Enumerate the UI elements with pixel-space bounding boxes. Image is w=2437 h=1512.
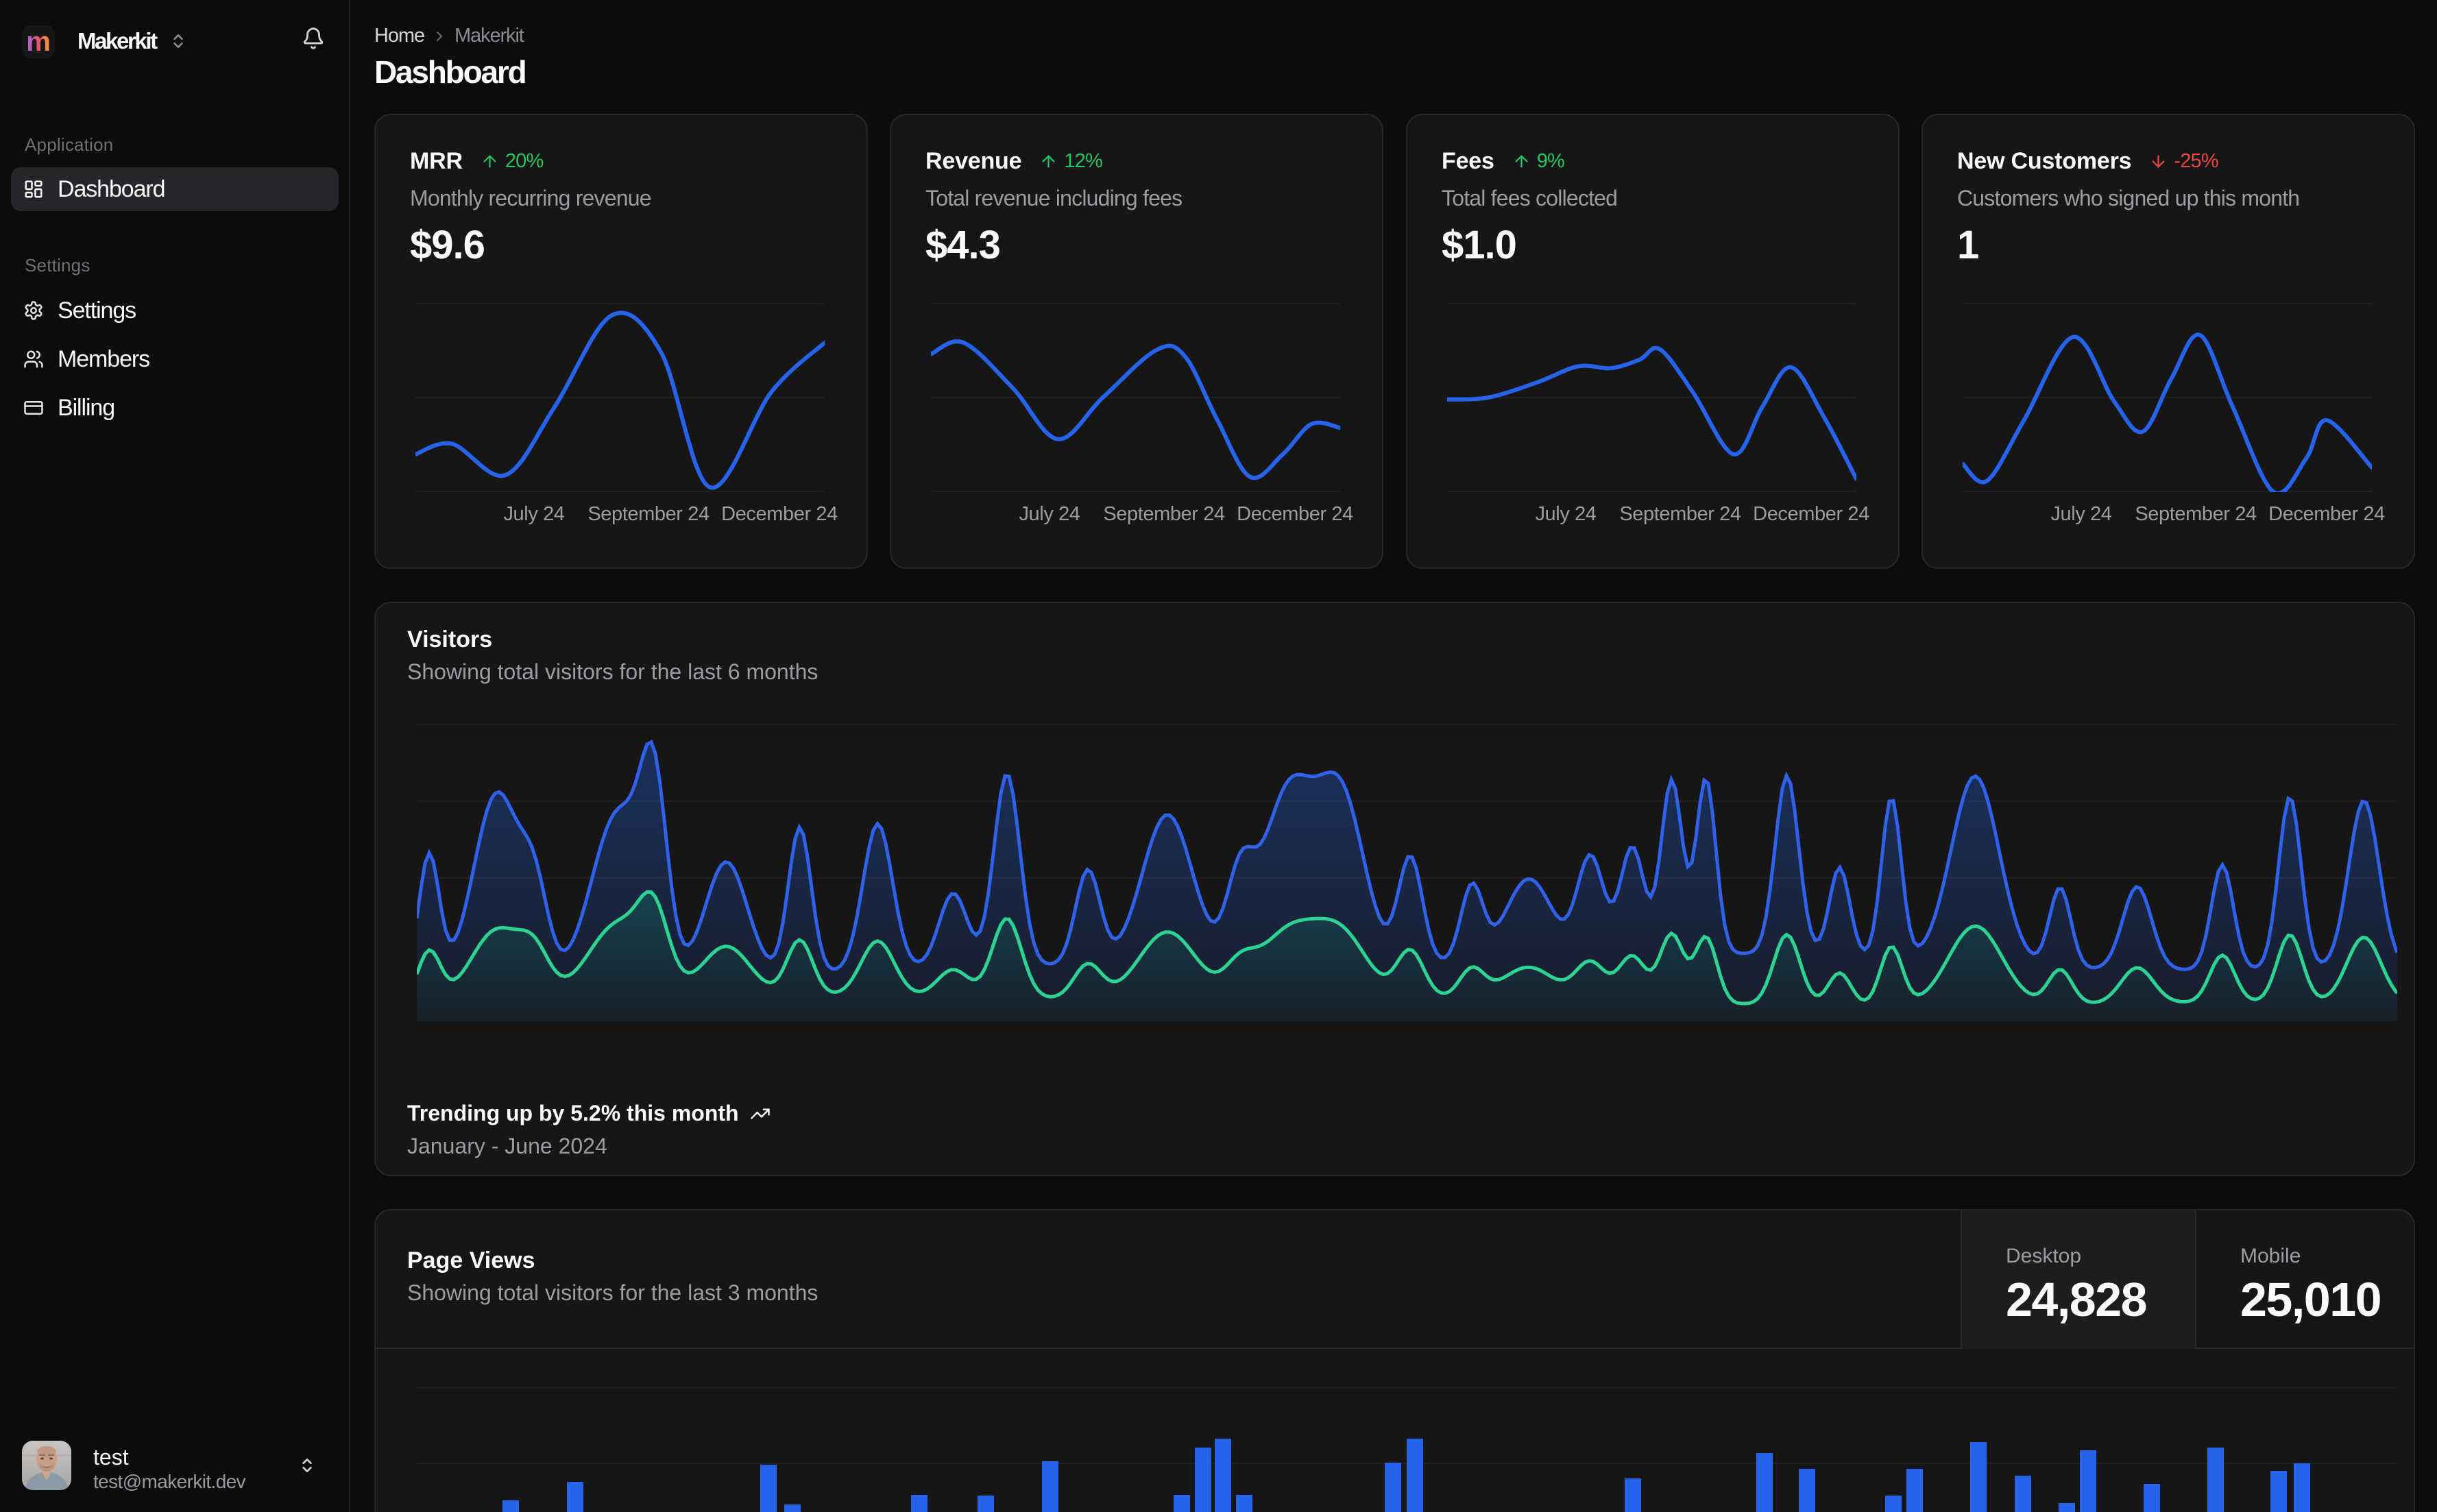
svg-text:m: m	[26, 27, 51, 57]
